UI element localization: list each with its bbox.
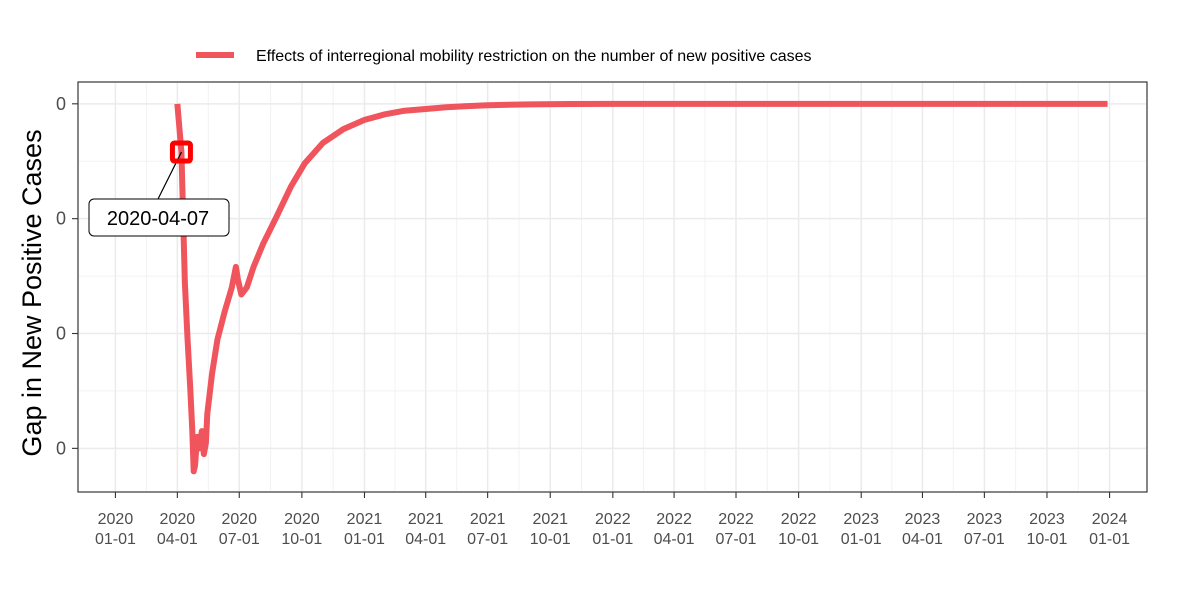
x-tick-label-year: 2023	[905, 511, 941, 528]
x-tick-label: 2021 07-01	[467, 511, 508, 548]
x-tick-label-date: 10-01	[778, 531, 819, 548]
x-tick-label: 2024 01-01	[1089, 511, 1130, 548]
annotation-label-box	[88, 198, 230, 237]
y-tick-label: 0	[56, 324, 66, 344]
y-tick-label: 0	[56, 209, 66, 229]
x-tick-label-date: 07-01	[467, 531, 508, 548]
x-tick-label-date: 04-01	[405, 531, 446, 548]
y-axis: 0 0 0 0	[56, 94, 78, 458]
x-tick-label-date: 01-01	[592, 531, 633, 548]
x-tick-label: 2022 07-01	[716, 511, 757, 548]
x-tick-label-year: 2024	[1092, 511, 1128, 528]
y-tick-label: 0	[56, 94, 66, 114]
x-tick-label: 2023 10-01	[1027, 511, 1068, 548]
x-tick-label-year: 2023	[843, 511, 879, 528]
x-tick-label-date: 10-01	[281, 531, 322, 548]
x-tick-label: 2023 04-01	[902, 511, 943, 548]
series-layer	[174, 100, 1108, 475]
x-tick-label-date: 10-01	[530, 531, 571, 548]
x-tick-label-year: 2020	[284, 511, 320, 528]
x-tick-label-date: 01-01	[1089, 531, 1130, 548]
x-tick-label: 2020 04-01	[157, 511, 198, 548]
x-tick-label-year: 2021	[470, 511, 506, 528]
x-tick-label-date: 01-01	[344, 531, 385, 548]
annotation-layer: 2020-04-07	[88, 140, 230, 237]
x-tick-label-date: 07-01	[716, 531, 757, 548]
x-tick-label-date: 10-01	[1027, 531, 1068, 548]
x-tick-label-date: 01-01	[841, 531, 882, 548]
x-tick-label: 2022 10-01	[778, 511, 819, 548]
x-tick-label-date: 04-01	[654, 531, 695, 548]
x-tick-label-year: 2020	[160, 511, 196, 528]
x-tick-label-year: 2022	[781, 511, 817, 528]
x-tick-label-date: 07-01	[219, 531, 260, 548]
x-tick-label: 2020 01-01	[95, 511, 136, 548]
x-tick-label: 2020 10-01	[281, 511, 322, 548]
x-tick-label: 2022 01-01	[592, 511, 633, 548]
x-tick-label-year: 2021	[347, 511, 383, 528]
x-tick-label: 2020 07-01	[219, 511, 260, 548]
x-tick-label-year: 2020	[98, 511, 134, 528]
x-tick-label: 2021 10-01	[530, 511, 571, 548]
x-tick-label-year: 2020	[221, 511, 257, 528]
x-tick-label: 2021 01-01	[344, 511, 385, 548]
x-tick-label-year: 2022	[595, 511, 631, 528]
legend-label: Effects of interregional mobility restri…	[256, 48, 812, 65]
x-tick-label-date: 04-01	[902, 531, 943, 548]
x-tick-label-year: 2022	[718, 511, 754, 528]
y-axis-title: Gap in New Positive Cases	[17, 129, 47, 456]
x-tick-label-year: 2023	[1029, 511, 1065, 528]
series-line	[174, 100, 1108, 475]
x-tick-label-date: 01-01	[95, 531, 136, 548]
x-tick-label: 2022 04-01	[654, 511, 695, 548]
x-tick-label: 2021 04-01	[405, 511, 446, 548]
x-tick-label: 2023 07-01	[964, 511, 1005, 548]
annotation-label: 2020-04-07	[107, 208, 209, 230]
x-tick-label-date: 07-01	[964, 531, 1005, 548]
x-tick-label-year: 2023	[967, 511, 1003, 528]
x-tick-label: 2023 01-01	[841, 511, 882, 548]
x-tick-label-date: 04-01	[157, 531, 198, 548]
x-tick-label-year: 2021	[408, 511, 444, 528]
x-tick-label-year: 2021	[532, 511, 568, 528]
x-tick-label-year: 2022	[656, 511, 692, 528]
legend: Effects of interregional mobility restri…	[196, 48, 812, 65]
annotation-marker	[169, 140, 193, 164]
y-tick-label: 0	[56, 438, 66, 458]
